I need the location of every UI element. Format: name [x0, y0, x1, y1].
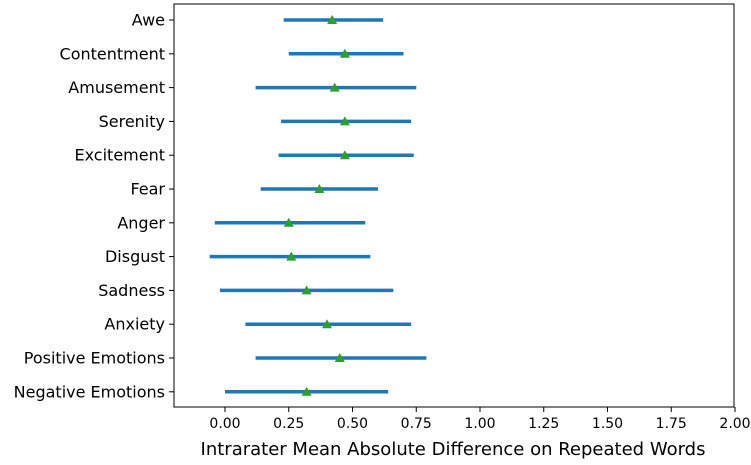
x-tick-label: 0.75: [401, 416, 432, 432]
plot-border: [173, 3, 735, 408]
category-label: Negative Emotions: [14, 382, 165, 401]
category-label: Fear: [130, 180, 165, 199]
mean-markers: [283, 15, 350, 396]
x-axis-label: Intrarater Mean Absolute Difference on R…: [201, 439, 706, 460]
x-tick-label: 1.50: [592, 416, 623, 432]
category-label: Sadness: [98, 281, 165, 300]
category-label: Anxiety: [104, 315, 165, 334]
mean-marker: [322, 319, 332, 329]
mean-marker: [283, 217, 294, 227]
mean-marker: [329, 82, 340, 92]
mean-marker: [339, 48, 350, 58]
mean-marker: [339, 116, 350, 126]
x-tick-label: 1.75: [656, 416, 687, 432]
x-axis-ticks: 0.00 0.25 0.50 0.75 1.00 1.25 1.50 1.75 2.00: [209, 407, 751, 432]
category-label: Excitement: [75, 146, 166, 165]
category-label: Disgust: [105, 247, 165, 266]
category-labels: Awe Contentment Amusement Serenity Excitemen…: [14, 11, 174, 401]
category-label: Anger: [117, 213, 165, 232]
category-label: Serenity: [99, 112, 165, 131]
x-tick-label: 2.00: [719, 416, 750, 432]
mean-marker: [286, 251, 297, 261]
x-tick-label: 0.00: [209, 416, 240, 432]
x-tick-label: 1.25: [528, 416, 559, 432]
x-tick-label: 0.25: [273, 416, 304, 432]
mean-marker: [301, 386, 312, 396]
mean-marker: [314, 184, 325, 193]
mean-marker: [301, 285, 312, 295]
category-label: Awe: [132, 11, 165, 30]
category-label: Amusement: [68, 78, 165, 97]
plot-frame: [173, 3, 735, 408]
mean-marker: [334, 353, 345, 362]
mean-marker: [339, 150, 350, 160]
x-tick-label: 0.50: [337, 416, 368, 432]
x-tick-label: 1.00: [464, 416, 495, 432]
mean-marker: [327, 15, 338, 24]
error-bars: [209, 18, 427, 394]
category-label: Contentment: [60, 44, 165, 63]
category-label: Positive Emotions: [24, 349, 165, 368]
